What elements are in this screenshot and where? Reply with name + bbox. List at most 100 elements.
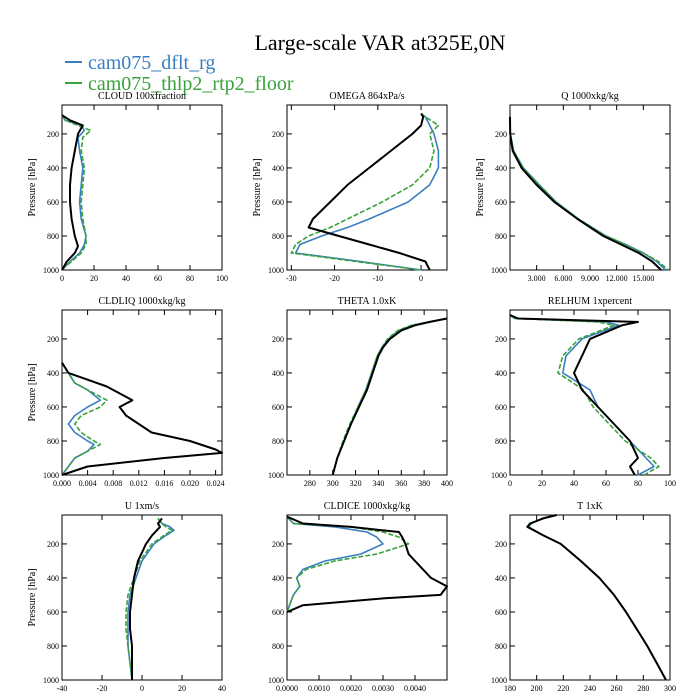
series-line-ref	[129, 517, 163, 680]
series-line-dflt	[509, 314, 655, 476]
y-tick-label: 600	[495, 608, 507, 617]
panel-ylabel: Pressure [hPa]	[27, 363, 38, 421]
series-line-ref	[331, 317, 448, 476]
y-tick-label: 800	[272, 437, 284, 446]
panel-frame	[61, 104, 223, 271]
x-tick-label: 0.0010	[308, 684, 330, 693]
y-tick-label: 200	[495, 335, 507, 344]
y-tick-label: 1000	[491, 676, 507, 685]
x-tick-label: -30	[286, 274, 297, 283]
series-line-ref	[307, 112, 431, 271]
y-tick-label: 600	[47, 403, 59, 412]
legend-label-1: cam075_thlp2_rtp2_floor	[88, 73, 294, 95]
x-tick-label: 380	[418, 479, 430, 488]
x-tick-label: 0.000	[53, 479, 71, 488]
x-tick-label: 20	[178, 684, 186, 693]
x-tick-label: 40	[570, 479, 578, 488]
x-tick-label: 360	[395, 479, 407, 488]
series-line-ref	[61, 114, 84, 271]
x-tick-label: 340	[372, 479, 384, 488]
x-tick-label: 60	[602, 479, 610, 488]
series-line-dflt	[286, 516, 384, 613]
y-tick-label: 200	[47, 540, 59, 549]
x-tick-label: 300	[664, 684, 676, 693]
series-line-dflt	[509, 116, 667, 271]
x-tick-label: 200	[531, 684, 543, 693]
series-line-thlp2	[527, 514, 667, 681]
panel-title: U 1xm/s	[125, 501, 159, 512]
y-tick-label: 400	[495, 164, 507, 173]
panel-title: Q 1000xkg/kg	[561, 91, 619, 102]
x-tick-label: 0.004	[79, 479, 97, 488]
x-tick-label: 0	[508, 479, 512, 488]
panel-frame	[286, 104, 448, 271]
x-tick-label: 20	[538, 479, 546, 488]
y-tick-label: 1000	[268, 676, 284, 685]
x-tick-label: 0	[60, 274, 64, 283]
series-line-thlp2	[290, 112, 440, 271]
y-tick-label: 400	[272, 369, 284, 378]
y-tick-label: 400	[47, 369, 59, 378]
x-tick-label: 0.0000	[276, 684, 298, 693]
panel-frame	[509, 514, 671, 681]
x-tick-label: 0.020	[181, 479, 199, 488]
y-tick-label: 200	[272, 540, 284, 549]
x-tick-label: 40	[218, 684, 226, 693]
panel-frame	[61, 309, 223, 476]
x-tick-label: 0.024	[207, 479, 225, 488]
panel-frame	[286, 514, 448, 681]
series-line-dflt	[127, 517, 175, 681]
y-tick-label: 400	[47, 164, 59, 173]
x-tick-label: 0.012	[130, 479, 148, 488]
panel-4: THETA 1.0xK 200 400 600 800 1000 280 300 320 340 3…	[268, 296, 453, 488]
panel-3: CLDLIQ 1000xkg/kg Pressure [hPa] 200 400 600…	[27, 296, 225, 488]
panel-ylabel: Pressure [hPa]	[252, 158, 263, 216]
y-tick-label: 400	[272, 164, 284, 173]
y-tick-label: 600	[495, 403, 507, 412]
x-tick-label: 240	[584, 684, 596, 693]
y-tick-label: 200	[272, 335, 284, 344]
x-tick-label: 280	[304, 479, 316, 488]
y-tick-label: 600	[47, 608, 59, 617]
x-tick-label: -20	[97, 684, 108, 693]
x-tick-label: 0.0040	[404, 684, 426, 693]
y-tick-label: 400	[495, 369, 507, 378]
x-tick-label: 400	[441, 479, 453, 488]
x-tick-label: 80	[634, 479, 642, 488]
series-line-dflt	[294, 112, 440, 271]
series-line-dflt	[331, 317, 448, 476]
y-tick-label: 800	[47, 642, 59, 651]
x-tick-label: 15.000	[632, 274, 654, 283]
panel-ylabel: Pressure [hPa]	[27, 568, 38, 626]
panel-ylabel: Pressure [hPa]	[27, 158, 38, 216]
panel-title: OMEGA 864xPa/s	[329, 91, 404, 102]
panel-ylabel: Pressure [hPa]	[475, 158, 486, 216]
y-tick-label: 600	[272, 198, 284, 207]
panel-title: CLDICE 1000xkg/kg	[324, 501, 410, 512]
series-line-dflt	[61, 362, 102, 476]
y-tick-label: 800	[495, 642, 507, 651]
y-tick-label: 1000	[43, 471, 59, 480]
x-tick-label: 320	[350, 479, 362, 488]
y-tick-label: 1000	[43, 266, 59, 275]
panel-frame	[61, 514, 223, 681]
x-tick-label: 0.016	[155, 479, 173, 488]
y-tick-label: 400	[272, 574, 284, 583]
x-tick-label: 100	[664, 479, 676, 488]
x-tick-label: 3.000	[528, 274, 546, 283]
x-tick-label: 300	[327, 479, 339, 488]
panel-frame	[509, 104, 671, 271]
x-tick-label: 0	[140, 684, 144, 693]
y-tick-label: 1000	[43, 676, 59, 685]
y-tick-label: 800	[272, 642, 284, 651]
x-tick-label: -40	[57, 684, 68, 693]
series-line-thlp2	[509, 314, 660, 476]
panel-frame	[286, 309, 448, 476]
series-line-ref	[286, 515, 448, 613]
series-line-dflt	[527, 514, 667, 681]
y-tick-label: 200	[47, 335, 59, 344]
